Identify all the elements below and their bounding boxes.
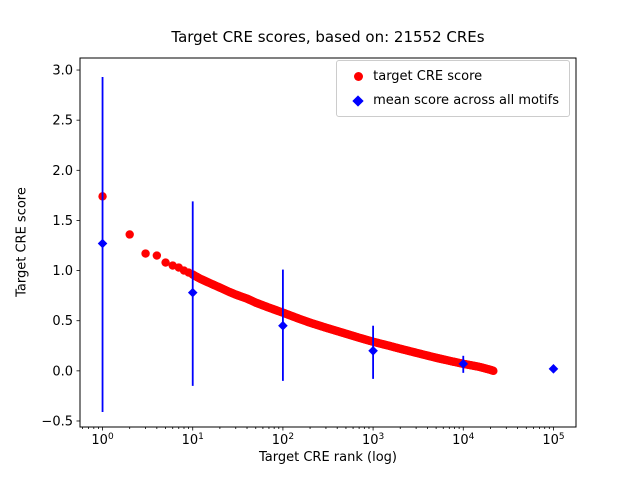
legend-label-mean-score: mean score across all motifs [373,93,559,108]
legend-marker-area [343,72,373,81]
svg-text:101: 101 [182,432,204,448]
svg-text:1.0: 1.0 [52,264,73,279]
legend-label-target-cre-score: target CRE score [373,69,483,84]
svg-text:102: 102 [272,432,294,448]
svg-text:103: 103 [362,432,384,448]
y-axis-label: Target CRE score [14,187,30,297]
legend-entry-target-cre-score: target CRE score [343,67,559,86]
blue-diamond-marker-icon [352,94,364,107]
svg-text:2.0: 2.0 [52,164,73,179]
chart-title: Target CRE scores, based on: 21552 CREs [171,28,485,46]
svg-text:104: 104 [452,432,475,448]
svg-text:105: 105 [542,432,564,448]
svg-text:3.0: 3.0 [52,64,73,79]
red-circle-marker-icon [353,72,363,81]
legend: target CRE score mean score across all m… [336,60,570,117]
x-axis-label: Target CRE rank (log) [259,450,397,465]
svg-text:0.5: 0.5 [52,314,73,329]
svg-text:2.5: 2.5 [52,114,73,129]
svg-text:1.5: 1.5 [52,214,73,229]
legend-marker-area [343,94,373,107]
legend-entry-mean-score: mean score across all motifs [343,91,559,110]
svg-text:−0.5: −0.5 [41,414,73,429]
svg-text:100: 100 [91,432,114,448]
svg-text:0.0: 0.0 [52,364,73,379]
